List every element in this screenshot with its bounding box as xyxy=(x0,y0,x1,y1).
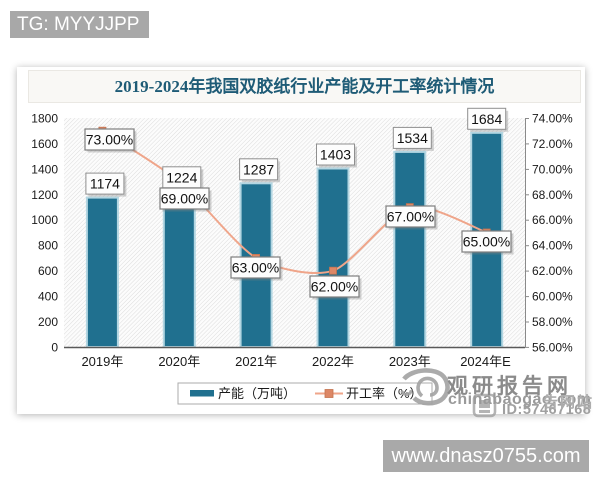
svg-text:73.00%: 73.00% xyxy=(86,132,133,148)
svg-text:1174: 1174 xyxy=(90,176,120,192)
svg-text:800: 800 xyxy=(38,239,58,253)
svg-text:69.00%: 69.00% xyxy=(161,191,208,207)
svg-text:70.00%: 70.00% xyxy=(532,162,573,176)
svg-text:400: 400 xyxy=(38,290,58,304)
svg-text:200: 200 xyxy=(38,315,58,329)
svg-text:0: 0 xyxy=(51,340,58,354)
svg-text:1224: 1224 xyxy=(166,169,197,185)
svg-text:2020年: 2020年 xyxy=(158,354,200,369)
svg-text:1287: 1287 xyxy=(243,161,274,177)
svg-text:58.00%: 58.00% xyxy=(532,315,573,329)
svg-text:1534: 1534 xyxy=(397,130,428,146)
svg-text:1684: 1684 xyxy=(471,111,502,127)
svg-text:56.00%: 56.00% xyxy=(532,340,573,354)
svg-text:66.00%: 66.00% xyxy=(532,213,573,227)
svg-text:63.00%: 63.00% xyxy=(232,260,279,276)
svg-text:1800: 1800 xyxy=(31,112,58,126)
svg-text:1400: 1400 xyxy=(31,162,58,176)
svg-text:2022年: 2022年 xyxy=(312,354,354,369)
svg-text:2021年: 2021年 xyxy=(235,354,277,369)
svg-text:64.00%: 64.00% xyxy=(532,239,573,253)
svg-text:2023年: 2023年 xyxy=(389,354,431,369)
svg-text:1403: 1403 xyxy=(320,147,351,163)
svg-text:1600: 1600 xyxy=(31,137,58,151)
svg-text:74.00%: 74.00% xyxy=(532,112,573,126)
svg-text:600: 600 xyxy=(38,264,58,278)
svg-text:68.00%: 68.00% xyxy=(532,188,573,202)
svg-text:产能（万吨）: 产能（万吨） xyxy=(218,386,296,401)
svg-text:65.00%: 65.00% xyxy=(463,234,510,250)
svg-text:2019年: 2019年 xyxy=(81,354,123,369)
svg-text:72.00%: 72.00% xyxy=(532,137,573,151)
svg-text:2024年E: 2024年E xyxy=(460,354,511,369)
svg-text:开工率（%）: 开工率（%） xyxy=(346,386,423,401)
svg-text:62.00%: 62.00% xyxy=(311,279,358,295)
svg-text:60.00%: 60.00% xyxy=(532,290,573,304)
svg-text:1000: 1000 xyxy=(31,213,58,227)
svg-text:62.00%: 62.00% xyxy=(532,264,573,278)
svg-text:1200: 1200 xyxy=(31,188,58,202)
svg-text:67.00%: 67.00% xyxy=(387,209,434,225)
